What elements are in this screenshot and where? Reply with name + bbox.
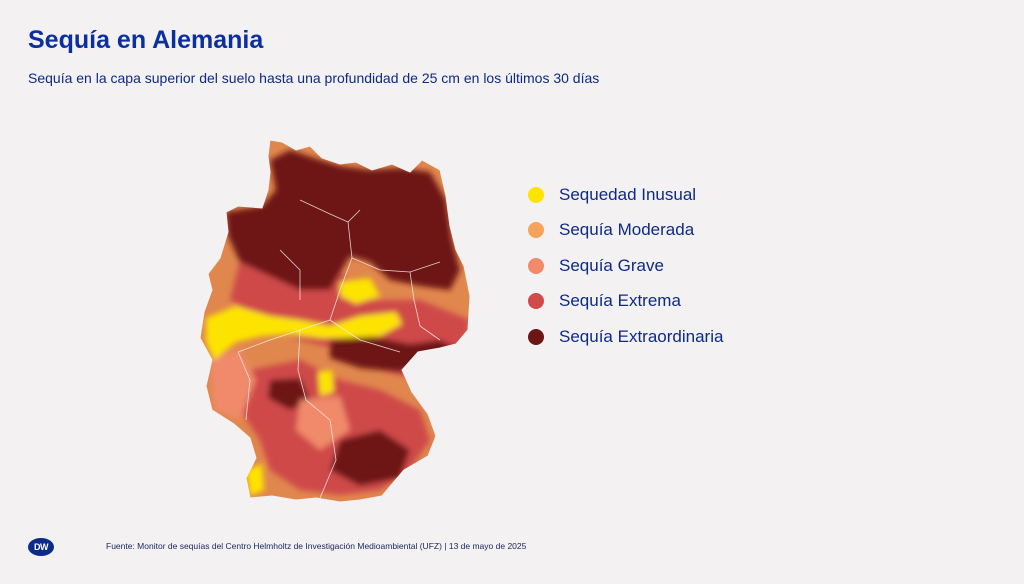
germany-outline (199, 139, 471, 503)
unusual-dryness-east (340, 278, 380, 304)
legend-item-extreme-drought: Sequía Extrema (528, 284, 723, 320)
unusual-dryness-south (318, 370, 334, 396)
state-borders (237, 199, 441, 499)
legend-label: Sequía Extrema (559, 291, 681, 311)
extraordinary-drought-south (330, 430, 410, 486)
dw-logo: DW (28, 538, 54, 556)
legend-label: Sequedad Inusual (559, 184, 697, 204)
legend-swatch (528, 328, 544, 345)
legend-item-moderate-drought: Sequía Moderada (528, 213, 723, 249)
legend-swatch (528, 293, 544, 310)
drought-layer (200, 140, 470, 502)
legend-label: Sequía Extraordinaria (559, 326, 724, 346)
drought-map (196, 134, 484, 510)
legend-swatch (528, 257, 544, 274)
severe-drought-center (296, 396, 350, 450)
legend-item-unusual-dryness: Sequedad Inusual (528, 177, 723, 213)
unusual-dryness-southwest (246, 464, 264, 496)
source-note: Fuente: Monitor de sequías del Centro He… (106, 541, 527, 551)
legend-item-exceptional-drought: Sequía Extraordinaria (528, 319, 723, 355)
legend-label: Sequía Grave (559, 255, 664, 275)
page-subtitle: Sequía en la capa superior del suelo has… (28, 70, 600, 86)
legend-item-severe-drought: Sequía Grave (528, 248, 723, 284)
legend-swatch (528, 186, 544, 203)
page-title: Sequía en Alemania (28, 26, 264, 54)
legend-swatch (528, 222, 544, 239)
legend-label: Sequía Moderada (559, 220, 695, 240)
extraordinary-drought-sw (268, 378, 310, 410)
map-legend: Sequedad Inusual Sequía Moderada Sequía … (528, 177, 723, 355)
unusual-dryness-band (206, 306, 402, 360)
